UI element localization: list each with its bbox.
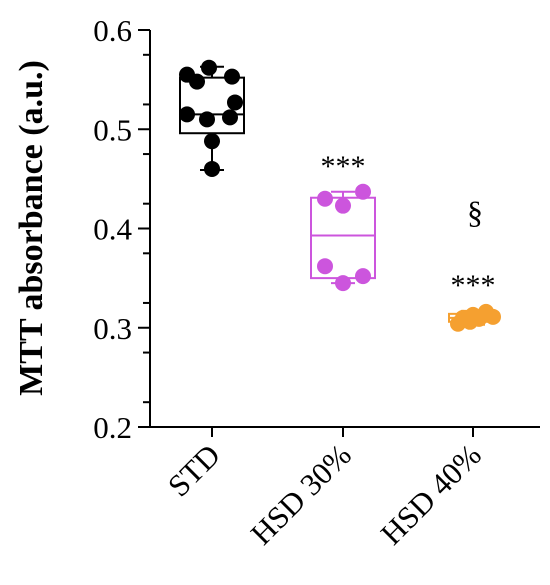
data-point: [335, 197, 351, 214]
data-point: [227, 94, 243, 111]
data-point: [450, 315, 466, 332]
data-point: [485, 308, 501, 325]
data-point: [335, 275, 351, 292]
significance-label: ***: [451, 269, 496, 302]
data-point: [355, 183, 371, 200]
data-point: [204, 133, 220, 150]
y-tick-label: 0.6: [93, 13, 132, 48]
data-point: [201, 59, 217, 76]
y-tick-label: 0.4: [93, 212, 132, 247]
data-point: [189, 73, 205, 90]
x-tick-label: HSD 40%: [374, 437, 488, 551]
data-point: [224, 68, 240, 85]
data-point: [317, 258, 333, 275]
significance-label-secondary: §: [467, 194, 483, 230]
data-point: [222, 109, 238, 126]
data-point: [179, 106, 195, 123]
significance-label: ***: [321, 150, 366, 183]
data-point: [317, 190, 333, 207]
x-tick-label: HSD 30%: [244, 437, 358, 551]
data-point: [462, 313, 478, 330]
data-point: [355, 268, 371, 285]
data-point: [199, 111, 215, 128]
y-tick-label: 0.5: [93, 112, 132, 147]
data-point: [204, 160, 220, 177]
y-axis-label: MTT absorbance (a.u.): [13, 60, 50, 396]
y-tick-label: 0.2: [93, 410, 132, 445]
x-tick-label: STD: [161, 437, 227, 503]
y-tick-label: 0.3: [93, 311, 132, 346]
chart-marks: *** *** §: [179, 59, 501, 332]
